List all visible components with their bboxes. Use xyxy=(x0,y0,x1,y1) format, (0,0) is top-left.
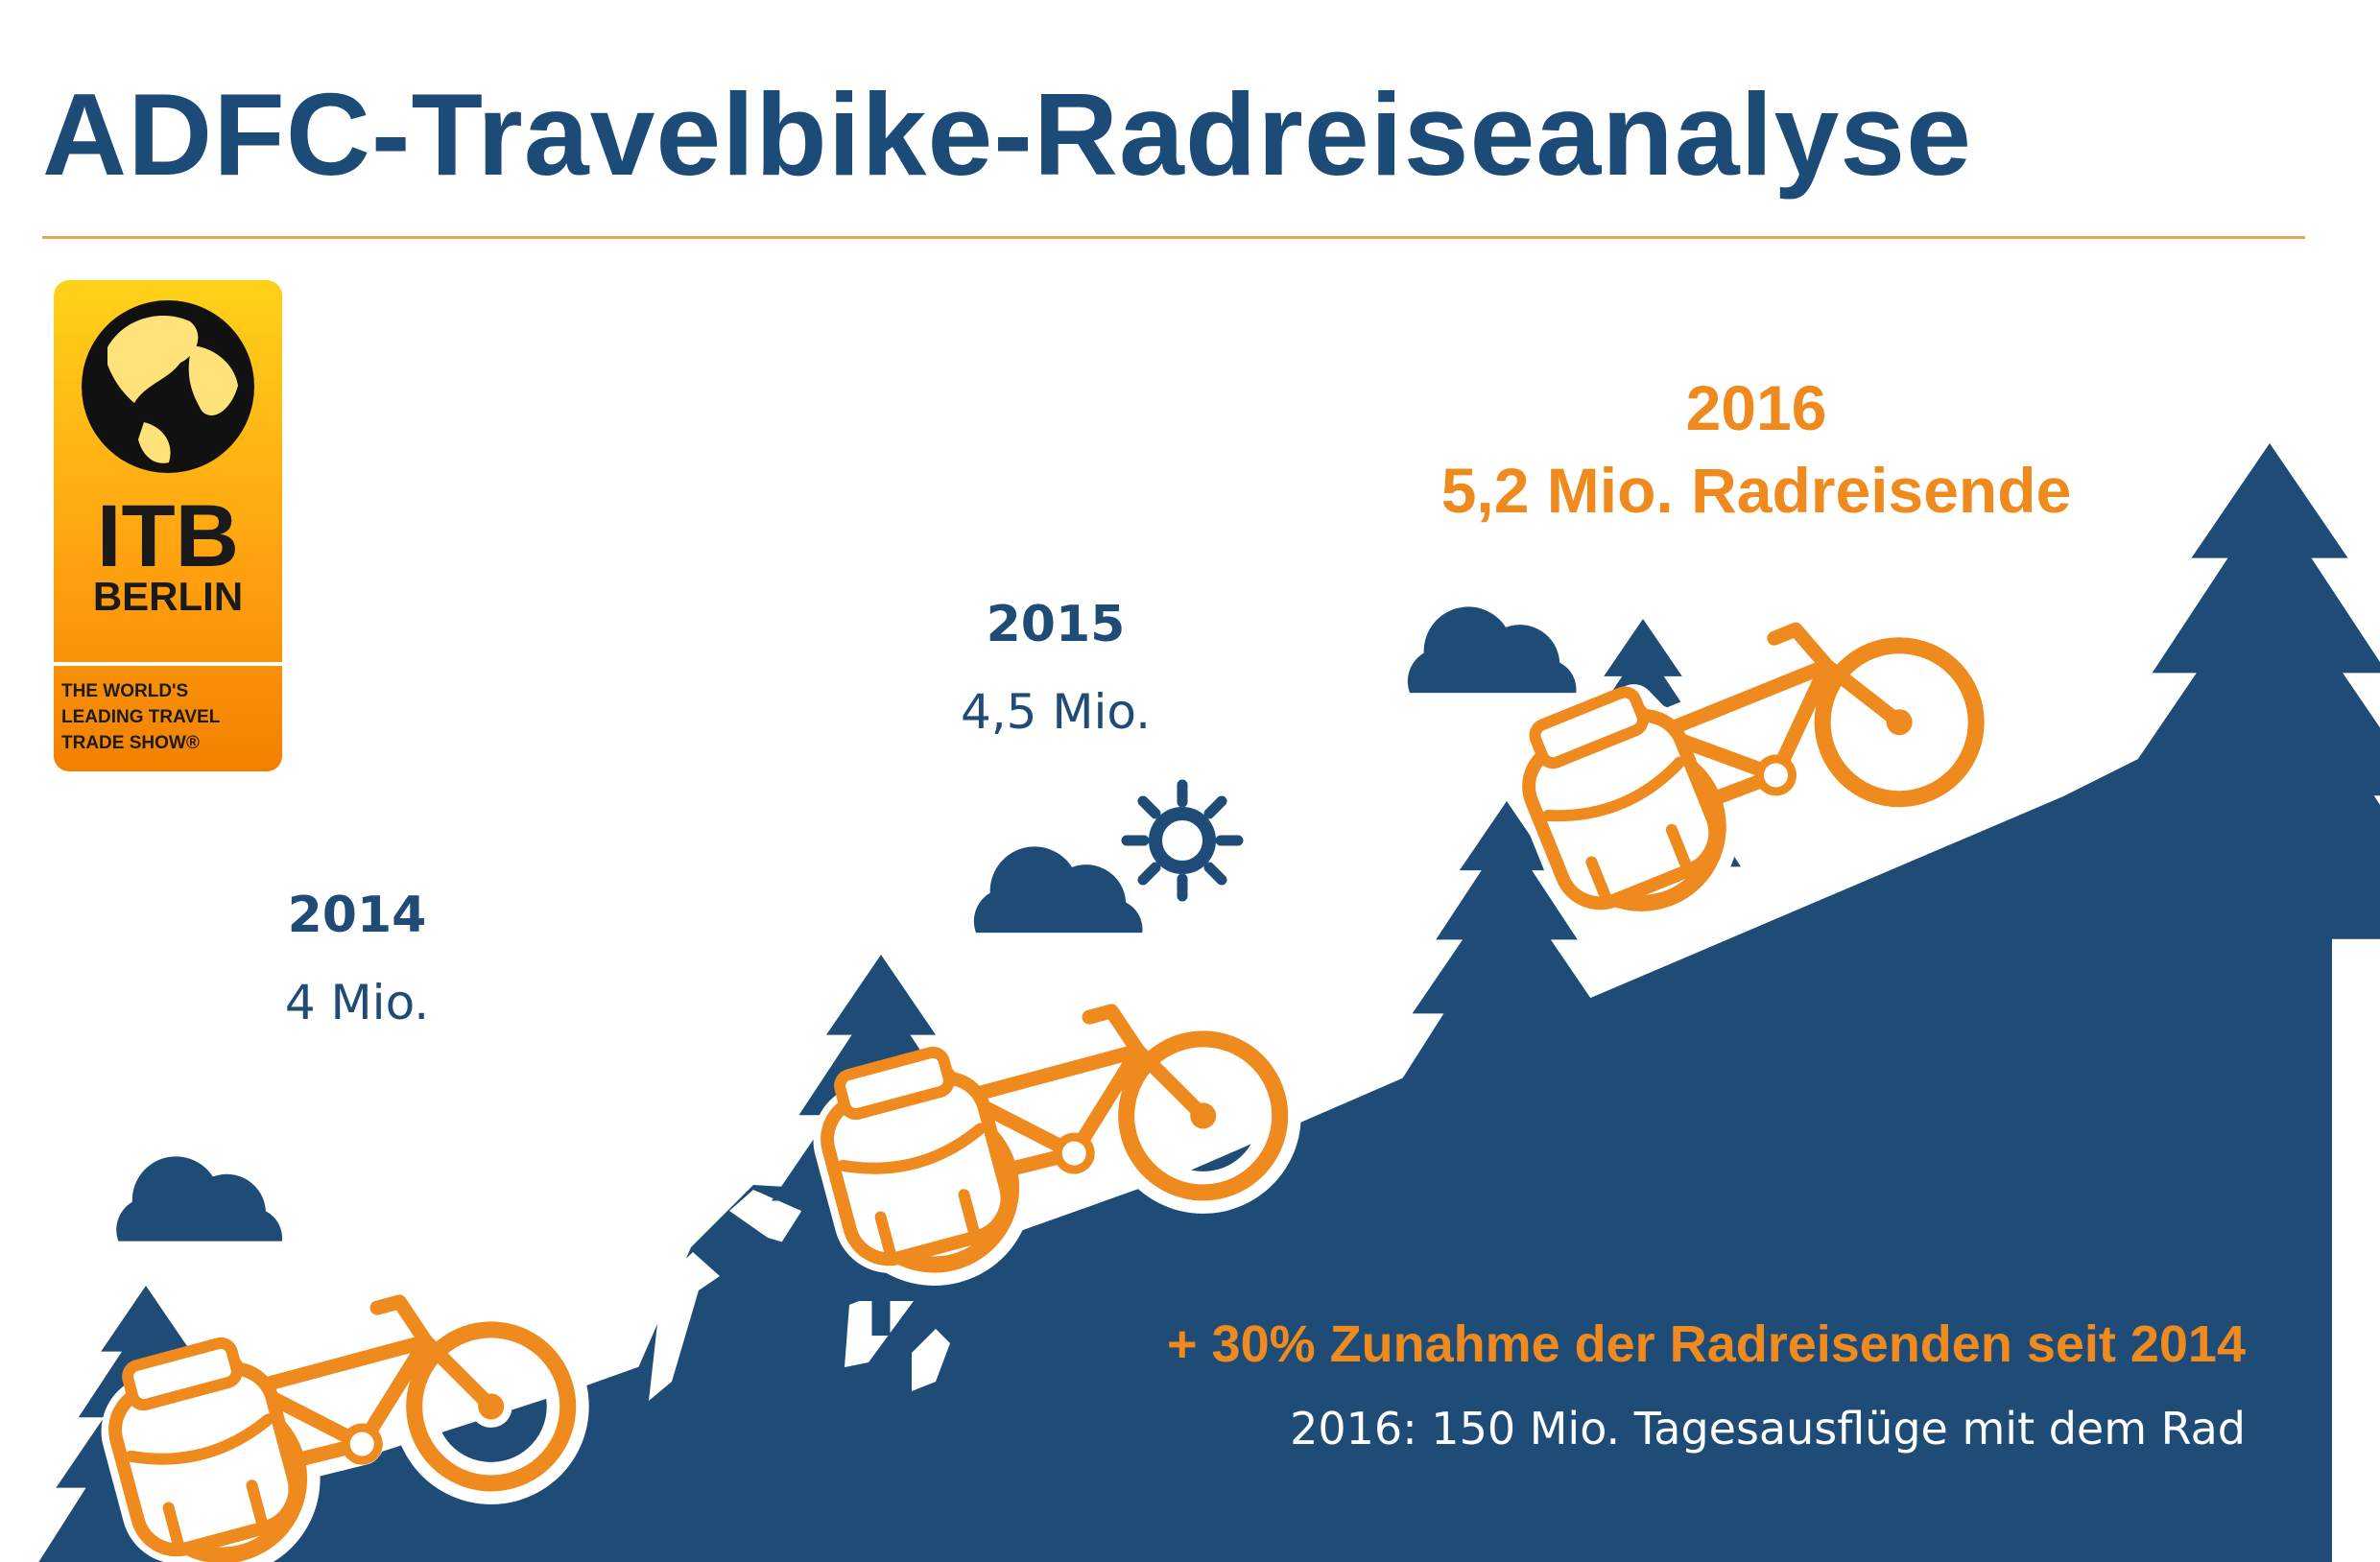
logo-tagline-1: THE WORLD'S xyxy=(61,681,188,701)
logo-city: BERLIN xyxy=(93,574,243,619)
itb-logo: ITB BERLIN THE WORLD'S LEADING TRAVEL TR… xyxy=(54,280,282,771)
milestone-value: 4,5 Mio. xyxy=(960,684,1152,740)
growth-highlight: + 30% Zunahme der Radreisenden seit 2014 xyxy=(1167,1315,2246,1373)
milestone-2014: 2014 4 Mio. xyxy=(213,890,501,1027)
cloud-icon xyxy=(973,846,1143,934)
milestone-2016: 2016 5,2 Mio. Radreisende xyxy=(1324,376,2188,522)
tree-icon xyxy=(2074,443,2380,989)
logo-name: ITB xyxy=(97,487,239,585)
milestone-value: 4 Mio. xyxy=(284,975,430,1030)
logo-tagline-2: LEADING TRAVEL xyxy=(61,707,221,727)
cloud-icon xyxy=(116,1156,282,1242)
hillside xyxy=(38,662,2332,1562)
milestone-2015: 2015 4,5 Mio. xyxy=(912,600,1200,736)
sun-icon xyxy=(1121,779,1244,902)
page-title: ADFC-Travelbike-Radreiseanalyse xyxy=(42,69,1972,200)
milestone-year: 2015 xyxy=(986,596,1126,653)
milestone-value: 5,2 Mio. Radreisende xyxy=(1440,455,2072,526)
logo-tagline-3: TRADE SHOW® xyxy=(61,733,200,753)
day-trips-note: 2016: 150 Mio. Tagesausflüge mit dem Rad xyxy=(1290,1403,2246,1455)
milestone-year: 2014 xyxy=(287,887,427,944)
title-divider xyxy=(42,236,2305,239)
globe-icon xyxy=(82,300,254,473)
cloud-icon xyxy=(1407,606,1577,694)
milestone-year: 2016 xyxy=(1685,372,1827,443)
